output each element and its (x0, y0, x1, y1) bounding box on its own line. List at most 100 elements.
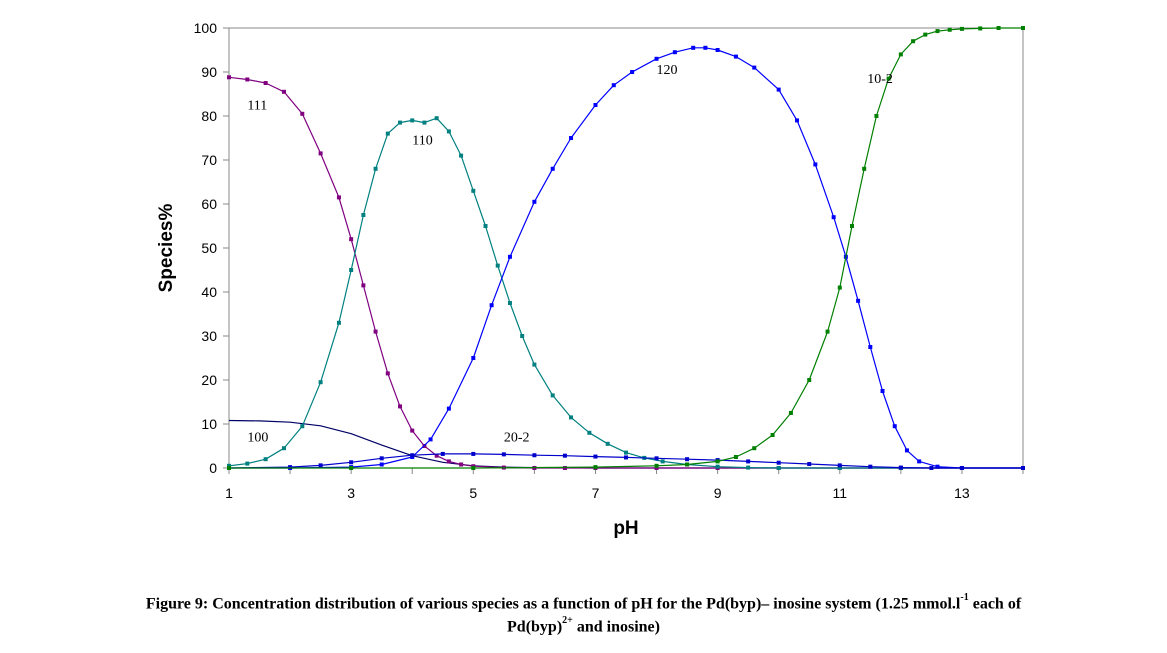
data-point (495, 263, 500, 268)
data-point (904, 448, 909, 453)
data-point (886, 76, 891, 81)
data-point (746, 465, 751, 470)
caption-line-1-sup: -1 (960, 592, 969, 603)
data-point (245, 461, 250, 466)
data-point (685, 457, 690, 462)
data-point (336, 320, 341, 325)
figure-caption: Figure 9: Concentration distribution of … (0, 590, 1167, 637)
data-point (605, 441, 610, 446)
data-point (733, 54, 738, 59)
x-tick-label: 3 (347, 485, 355, 501)
data-point (691, 45, 696, 50)
data-point (654, 456, 659, 461)
data-point (672, 50, 677, 55)
data-point (483, 224, 488, 228)
y-axis-title: Species% (156, 204, 177, 293)
data-point (654, 463, 659, 468)
data-point (715, 464, 720, 469)
y-tick-label: 60 (201, 196, 217, 212)
x-tick-label: 1 (225, 485, 233, 501)
y-tick-label: 90 (201, 64, 217, 80)
data-point (807, 462, 812, 467)
data-point (318, 151, 323, 156)
data-point (569, 415, 574, 420)
data-point (410, 118, 415, 123)
data-point (880, 389, 885, 393)
data-point (446, 459, 451, 464)
caption-line-1-text: Figure 9: Concentration distribution of … (145, 595, 961, 613)
y-tick-label: 30 (201, 328, 217, 344)
data-point (874, 114, 879, 118)
data-point (776, 87, 781, 92)
data-point (654, 466, 659, 470)
data-point (281, 89, 286, 94)
data-point (446, 406, 451, 411)
data-point (795, 118, 800, 123)
data-point (318, 463, 323, 468)
data-point (837, 463, 842, 468)
data-point (776, 466, 781, 470)
data-point (446, 129, 451, 134)
y-tick-label: 80 (201, 108, 217, 124)
y-tick-label: 100 (194, 20, 218, 36)
data-point (532, 362, 537, 367)
data-point (593, 465, 598, 470)
data-point (654, 56, 659, 61)
x-tick-label: 7 (592, 485, 600, 501)
y-tick-label: 20 (201, 372, 217, 388)
data-point (398, 120, 403, 125)
data-point (501, 452, 506, 457)
x-tick-label: 9 (714, 485, 722, 501)
data-point (489, 303, 494, 308)
data-point (733, 455, 738, 459)
data-point (978, 26, 983, 31)
data-point (428, 437, 433, 442)
data-point (532, 199, 537, 204)
data-point (770, 433, 775, 437)
series-labels: 111 110 120 10-2 100 20-2 (247, 63, 893, 445)
data-point (923, 32, 928, 37)
data-point (746, 459, 751, 464)
data-point (263, 457, 268, 462)
data-point (550, 393, 555, 398)
data-point (562, 453, 567, 458)
data-point (624, 455, 628, 460)
data-point (532, 453, 537, 458)
data-point (373, 166, 378, 171)
x-tick-label: 11 (832, 485, 847, 501)
x-axis: 1 3 5 7 9 11 13 (225, 468, 1024, 501)
plot-area (228, 27, 1024, 469)
data-point (587, 430, 592, 435)
data-point (434, 453, 439, 458)
caption-line-2-end: and inosine) (572, 618, 660, 636)
data-point (959, 466, 964, 470)
data-point (440, 451, 445, 456)
data-point (410, 453, 415, 458)
data-point (459, 153, 464, 158)
data-point (593, 454, 598, 459)
data-point (862, 166, 867, 171)
data-point (550, 166, 555, 171)
data-point (385, 131, 390, 136)
data-point (611, 83, 616, 88)
data-point (349, 268, 354, 272)
caption-line-2: Pd(byp)2+ and inosine) (0, 613, 1167, 636)
data-point (422, 120, 427, 125)
series-label: 20-2 (504, 431, 530, 446)
y-tick-label: 0 (209, 460, 217, 476)
data-point (569, 136, 574, 140)
data-point (831, 215, 836, 220)
data-point (715, 48, 720, 52)
y-tick-label: 50 (201, 240, 217, 256)
data-point (263, 81, 268, 85)
data-point (807, 378, 812, 382)
data-point (1021, 26, 1025, 30)
data-point (379, 456, 384, 461)
caption-line-2-text: Pd(byp) (507, 618, 563, 636)
data-point (227, 463, 231, 468)
x-axis-title: pH (613, 518, 638, 539)
series-20-2 (227, 451, 1025, 470)
data-point (562, 466, 567, 470)
series-label: 110 (412, 134, 432, 149)
